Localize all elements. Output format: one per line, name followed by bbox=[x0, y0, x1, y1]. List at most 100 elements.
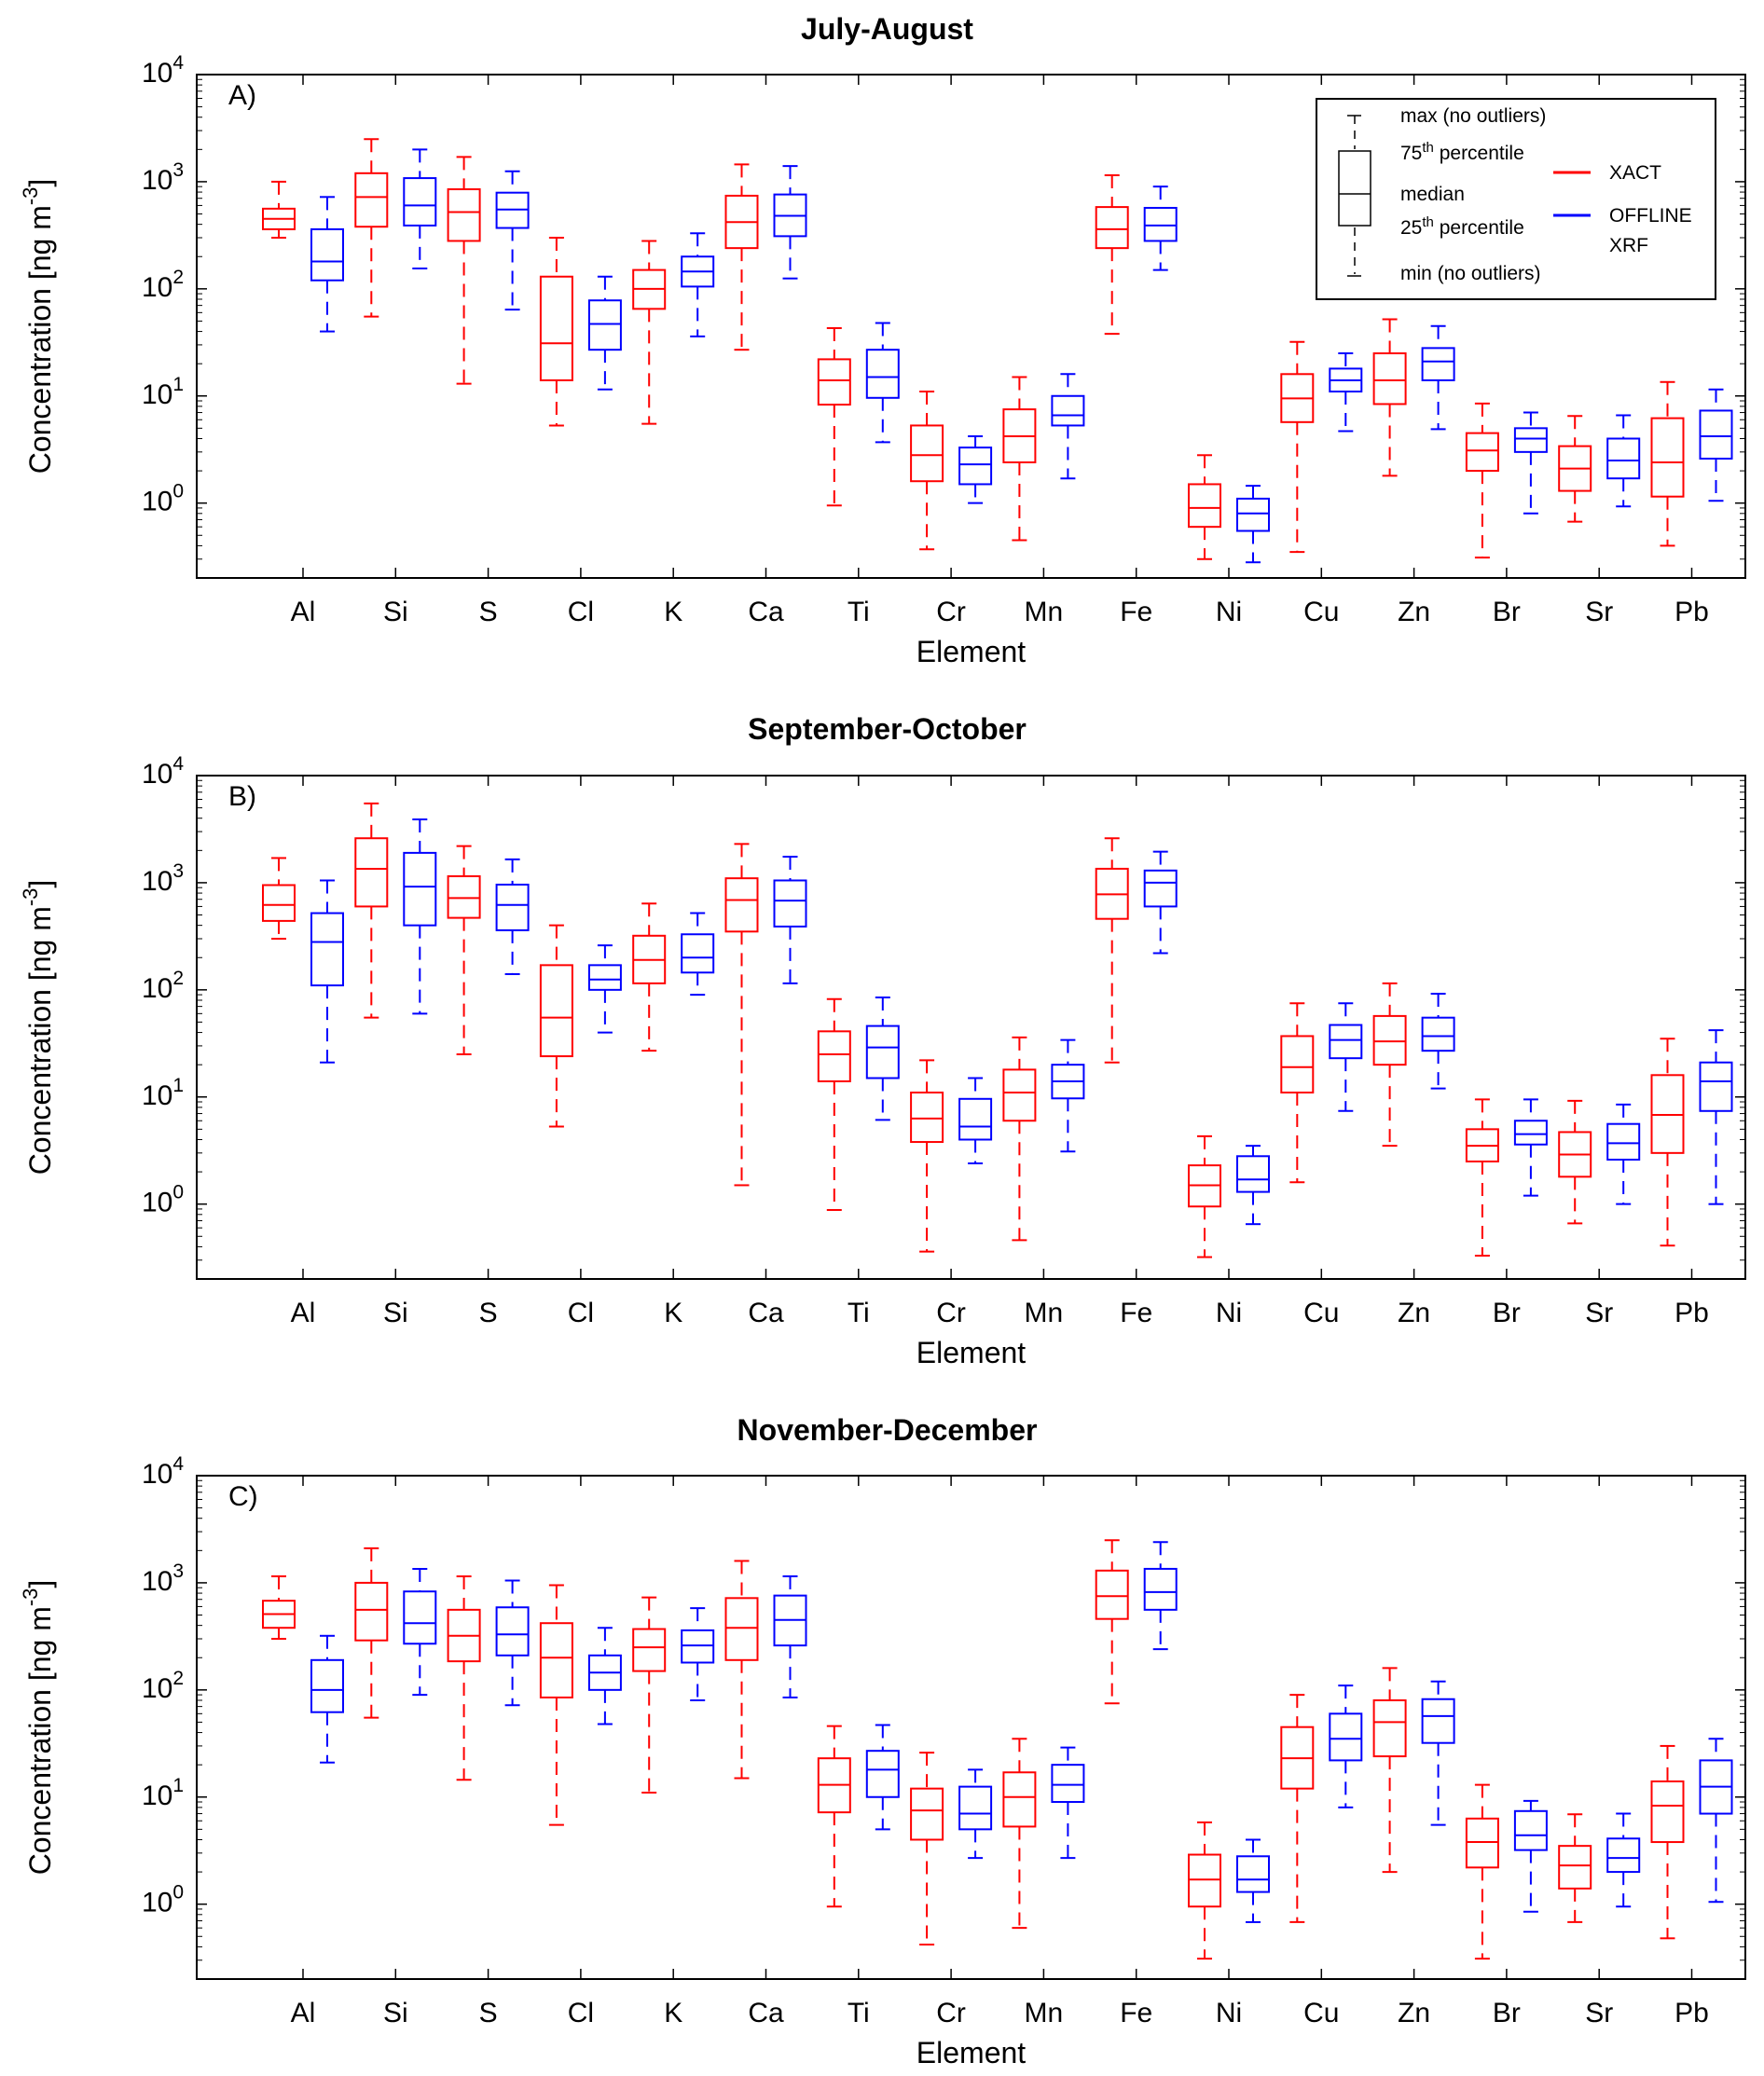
iqr-box bbox=[1372, 352, 1407, 406]
x-tick-label: Br bbox=[1493, 597, 1521, 627]
box-xact-cu bbox=[1280, 1694, 1315, 1923]
iqr-box bbox=[495, 883, 530, 931]
iqr-box bbox=[1188, 1853, 1221, 1908]
iqr-box bbox=[817, 1030, 851, 1082]
y-axis-label: Concentration [ng m-3] bbox=[19, 880, 57, 1175]
box-xact-ni bbox=[1188, 454, 1221, 560]
box-xact-fe bbox=[1095, 173, 1129, 336]
box-offline-xrf-mn bbox=[1051, 1038, 1085, 1153]
x-tick-label: S bbox=[479, 1998, 498, 2028]
y-tick-label: 103 bbox=[142, 860, 184, 897]
iqr-box bbox=[1699, 1061, 1733, 1112]
iqr-box bbox=[310, 227, 344, 282]
box-xact-zn bbox=[1372, 318, 1407, 477]
box-offline-xrf-s bbox=[495, 858, 530, 976]
box-xact-sr bbox=[1558, 1099, 1592, 1225]
box-offline-xrf-si bbox=[403, 1567, 437, 1697]
iqr-box bbox=[1002, 1771, 1037, 1828]
box-offline-xrf-pb bbox=[1699, 388, 1733, 502]
iqr-box bbox=[587, 299, 622, 351]
x-tick-label: Cr bbox=[936, 1298, 966, 1328]
panel-title: September-October bbox=[748, 712, 1027, 746]
x-tick-label: Mn bbox=[1025, 597, 1064, 627]
legend-box-glyph bbox=[1338, 115, 1371, 277]
box-offline-xrf-pb bbox=[1699, 1738, 1733, 1904]
x-tick-label: Ca bbox=[748, 1298, 784, 1328]
iqr-box bbox=[1699, 409, 1733, 460]
iqr-box bbox=[495, 1606, 530, 1657]
box-xact-pb bbox=[1650, 1038, 1685, 1247]
iqr-box bbox=[681, 1629, 715, 1664]
box-xact-sr bbox=[1558, 415, 1592, 523]
x-tick-label: Si bbox=[383, 597, 408, 627]
x-tick-label: Pb bbox=[1674, 597, 1709, 627]
iqr-box bbox=[632, 1628, 667, 1672]
box-xact-si bbox=[354, 1547, 389, 1719]
x-tick-label: Ni bbox=[1216, 1298, 1242, 1328]
iqr-box bbox=[1051, 1764, 1085, 1804]
iqr-box bbox=[681, 933, 715, 974]
box-xact-cl bbox=[539, 1584, 573, 1826]
legend-min: min (no outliers) bbox=[1400, 263, 1541, 284]
x-tick-label: Mn bbox=[1025, 1998, 1064, 2028]
box-xact-br bbox=[1465, 1098, 1499, 1258]
x-tick-label: Al bbox=[291, 1998, 316, 2028]
iqr-box bbox=[403, 177, 437, 227]
box-offline-xrf-br bbox=[1513, 411, 1548, 515]
iqr-box bbox=[773, 879, 807, 928]
panel-label: B) bbox=[228, 781, 256, 812]
y-tick-label: 102 bbox=[142, 968, 184, 1004]
box-offline-xrf-zn bbox=[1421, 1680, 1455, 1826]
y-axis-label: Concentration [ng m-3] bbox=[19, 179, 57, 474]
iqr-box bbox=[403, 1590, 437, 1645]
iqr-box bbox=[1095, 1569, 1129, 1620]
x-tick-label: Ti bbox=[848, 1298, 870, 1328]
box-xact-pb bbox=[1650, 1744, 1685, 1940]
box-offline-xrf-sr bbox=[1606, 414, 1641, 508]
x-tick-label: Ca bbox=[748, 1998, 784, 2028]
x-tick-label: Fe bbox=[1120, 1298, 1152, 1328]
y-tick-label: 100 bbox=[142, 481, 184, 517]
panel-3: November-December C) 100 101 102 103 104 Al Si S C… bbox=[19, 1413, 1746, 2069]
box-xact-cr bbox=[910, 390, 944, 551]
iqr-box bbox=[910, 1787, 944, 1841]
box-xact-si bbox=[354, 138, 389, 318]
iqr-box bbox=[447, 188, 481, 242]
box-xact-ni bbox=[1188, 1134, 1221, 1258]
x-tick-label: Sr bbox=[1585, 597, 1613, 627]
iqr-box bbox=[865, 1750, 900, 1798]
box-offline-xrf-ni bbox=[1236, 1838, 1270, 1923]
iqr-box bbox=[1329, 1024, 1363, 1060]
panel-label: A) bbox=[228, 80, 256, 111]
box-offline-xrf-fe bbox=[1143, 850, 1178, 955]
panel-label: C) bbox=[228, 1481, 258, 1512]
x-tick-label: Ca bbox=[748, 597, 784, 627]
y-tick-label: 101 bbox=[142, 1075, 184, 1111]
x-tick-label: K bbox=[664, 597, 682, 627]
x-tick-label: Al bbox=[291, 597, 316, 627]
box-xact-ti bbox=[817, 326, 851, 507]
box-offline-xrf-cu bbox=[1329, 352, 1363, 433]
iqr-box bbox=[310, 912, 344, 987]
x-tick-label: Zn bbox=[1398, 1298, 1430, 1328]
legend-offline-line1: OFFLINE bbox=[1609, 205, 1692, 227]
x-tick-label: Zn bbox=[1398, 1998, 1430, 2028]
box-xact-cl bbox=[539, 924, 573, 1128]
x-tick-label: Al bbox=[291, 1298, 316, 1328]
box-xact-cu bbox=[1280, 340, 1315, 554]
y-tick-label: 103 bbox=[142, 159, 184, 196]
box-offline-xrf-al bbox=[310, 1634, 344, 1764]
panel-2: September-October B) 100 101 102 103 104 Al Si S C… bbox=[19, 712, 1746, 1369]
iqr-box bbox=[1606, 1122, 1641, 1161]
x-tick-label: Cu bbox=[1303, 597, 1339, 627]
axes-frame bbox=[196, 74, 1746, 579]
box-offline-xrf-ca bbox=[773, 1574, 807, 1698]
box-xact-cr bbox=[910, 1059, 944, 1253]
box-offline-xrf-mn bbox=[1051, 373, 1085, 480]
box-offline-xrf-al bbox=[310, 196, 344, 333]
legend-75th: 75th percentile bbox=[1400, 140, 1524, 164]
box-offline-xrf-fe bbox=[1143, 186, 1178, 271]
x-tick-label: Pb bbox=[1674, 1998, 1709, 2028]
x-tick-label: S bbox=[479, 1298, 498, 1328]
x-tick-label: S bbox=[479, 597, 498, 627]
